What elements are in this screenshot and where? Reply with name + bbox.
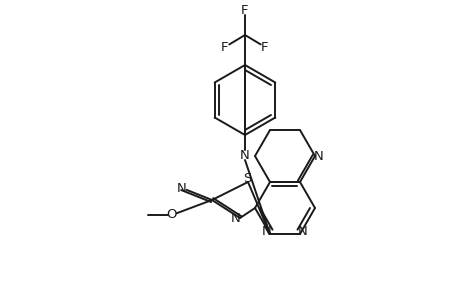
Text: F: F	[261, 40, 268, 53]
Text: N: N	[230, 212, 241, 224]
Text: O: O	[166, 208, 177, 221]
Text: N: N	[297, 226, 307, 238]
Text: F: F	[221, 40, 228, 53]
Text: N: N	[313, 149, 323, 163]
Text: S: S	[242, 172, 251, 185]
Text: F: F	[241, 4, 248, 16]
Text: N: N	[177, 182, 186, 194]
Text: N: N	[240, 148, 249, 161]
Text: N: N	[262, 226, 271, 238]
